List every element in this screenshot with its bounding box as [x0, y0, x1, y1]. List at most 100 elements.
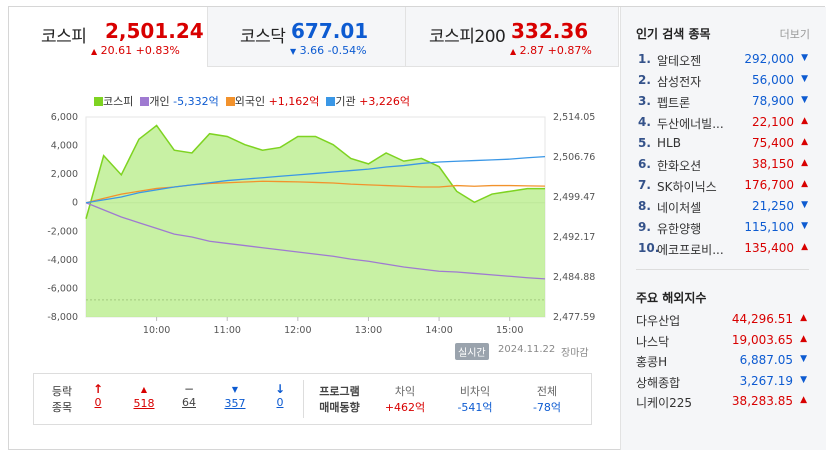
y-left-tick-label: -2,000 [47, 226, 78, 237]
world-title: 주요 해외지수 [636, 291, 707, 305]
popular-item[interactable]: 8. 네이처셀 21,250 ▼ [638, 197, 810, 217]
stock-price: 135,400 [744, 241, 794, 255]
divider [303, 380, 304, 418]
x-tick-label: 10:00 [143, 325, 170, 336]
non-arbitrage: 비차익 -541억 [457, 385, 493, 414]
index-name[interactable]: 나스닥 [636, 334, 670, 349]
rank-number: 2. [638, 73, 651, 87]
lower-limit: ↓ 0 [269, 382, 291, 409]
tab-change: ▲ 2.87 +0.87% [510, 44, 592, 57]
stock-price: 21,250 [752, 199, 794, 213]
tab-kosdaq[interactable]: 코스닥 677.01 ▼ 3.66 -0.54% [208, 7, 406, 67]
popular-item[interactable]: 9. 유한양행 115,100 ▼ [638, 218, 810, 238]
index-value: 3,267.19 [739, 373, 793, 388]
stock-price: 115,100 [744, 220, 794, 234]
down-arrow-icon: ▼ [801, 74, 808, 84]
down-arrow-icon: ▼ [801, 200, 808, 210]
tab-kospi[interactable]: 코스피 2,501.24 ▲ 20.61 +0.83% [9, 7, 208, 67]
index-name[interactable]: 홍콩H [636, 355, 668, 369]
unchanged: −64 [176, 382, 202, 409]
tab-change: ▲ 20.61 +0.83% [91, 44, 180, 57]
rank-number: 7. [638, 178, 651, 192]
tab-kospi200[interactable]: 코스피200 332.36 ▲ 2.87 +0.87% [406, 7, 619, 67]
index-value: 38,283.85 [731, 394, 793, 408]
y-left-tick-label: -8,000 [47, 312, 78, 323]
legend-kospi[interactable]: 코스피 [94, 95, 133, 108]
program-total: 전체 -78억 [532, 385, 562, 414]
market-breadth-panel: 등락 종목 ↑ 0 ▲ 518 −64 ▼ 357 ↓ 0 프로그램 매매동향 차익 +462… [33, 373, 592, 425]
kospi-area [86, 125, 545, 317]
stock-price: 38,150 [752, 157, 794, 171]
index-name[interactable]: 상해종합 [636, 375, 681, 390]
upper-limit-count[interactable]: 0 [94, 396, 102, 409]
rank-number: 3. [638, 94, 651, 108]
y-right-tick-label: 2,514.05 [553, 112, 595, 123]
stock-name[interactable]: 유한양행 [657, 222, 702, 236]
stock-name[interactable]: SK하이닉스 [657, 180, 717, 194]
popular-item[interactable]: 4. 두산에너빌... 22,100 ▲ [638, 113, 810, 133]
tab-value: 2,501.24 [105, 19, 204, 43]
popular-item[interactable]: 1. 알테오젠 292,000 ▼ [638, 50, 810, 70]
up-arrow-icon: ▲ [801, 116, 808, 126]
popular-title: 인기 검색 종목 [636, 27, 711, 41]
side-panel: 인기 검색 종목 더보기 1. 알테오젠 292,000 ▼ 2. 삼성전자 56,000 ▼… [620, 7, 826, 450]
legend-institution[interactable]: 기관 +3,226억 [326, 95, 410, 108]
tab-value: 332.36 [511, 19, 589, 43]
y-right-tick-label: 2,499.47 [553, 192, 595, 203]
y-right-tick-label: 2,492.17 [553, 232, 595, 243]
stock-name[interactable]: 펩트론 [657, 96, 691, 110]
world-index-item[interactable]: 홍콩H 6,887.05 ▼ [636, 352, 809, 372]
up-arrow-icon: ▲ [801, 137, 808, 147]
popular-item[interactable]: 10. 에코프로비... 135,400 ▲ [638, 239, 810, 259]
lower-limit-count[interactable]: 0 [276, 396, 284, 409]
up-arrow-icon: ▲ [801, 179, 808, 189]
realtime-badge: 실시간 [455, 343, 489, 360]
down-arrow-icon: ▼ [231, 385, 239, 394]
world-index-item[interactable]: 상해종합 3,267.19 ▼ [636, 373, 809, 393]
tab-name: 코스닥 [240, 27, 286, 47]
more-link[interactable]: 더보기 [779, 28, 810, 41]
individual-line [85, 202, 546, 280]
world-index-item[interactable]: 나스닥 19,003.65 ▲ [636, 332, 809, 352]
chart-date: 2024.11.22 [498, 344, 556, 355]
institution-line [85, 155, 546, 204]
world-index-item[interactable]: 다우산업 44,296.51 ▲ [636, 311, 809, 331]
popular-item[interactable]: 3. 펩트론 78,900 ▼ [638, 92, 810, 112]
x-tick-label: 12:00 [284, 325, 311, 336]
popular-item[interactable]: 6. 한화오션 38,150 ▲ [638, 155, 810, 175]
lower-limit-icon: ↓ [274, 382, 286, 396]
popular-item[interactable]: 2. 삼성전자 56,000 ▼ [638, 71, 810, 91]
x-tick-label: 15:00 [496, 325, 523, 336]
chart-legend: 코스피 개인 -5,332억 외국인 +1,162억 기관 +3,226억 [94, 93, 410, 109]
stock-name[interactable]: 두산에너빌... [657, 117, 724, 131]
x-tick-label: 14:00 [425, 325, 452, 336]
unchanged-count[interactable]: 64 [182, 396, 196, 409]
up-arrow-icon: ▲ [801, 158, 808, 168]
legend-individual[interactable]: 개인 -5,332억 [140, 95, 219, 108]
popular-item[interactable]: 5. HLB 75,400 ▲ [638, 134, 810, 154]
decliners-count[interactable]: 357 [224, 397, 246, 410]
down-arrow-icon: ▼ [800, 354, 807, 364]
index-value: 19,003.65 [731, 332, 793, 347]
down-arrow-icon: ▼ [801, 53, 808, 63]
rank-number: 5. [638, 136, 651, 150]
y-right-tick-label: 2,477.59 [553, 312, 595, 323]
advancers-count[interactable]: 518 [133, 397, 155, 410]
popular-item[interactable]: 7. SK하이닉스 176,700 ▲ [638, 176, 810, 196]
stock-name[interactable]: 한화오션 [657, 159, 702, 173]
y-left-tick-label: 2,000 [51, 169, 78, 180]
world-index-item[interactable]: 니케이225 38,283.85 ▲ [636, 393, 809, 413]
index-name[interactable]: 니케이225 [636, 396, 693, 410]
market-status: 장마감 [561, 348, 589, 359]
legend-foreign[interactable]: 외국인 +1,162억 [225, 95, 319, 108]
stock-name[interactable]: 알테오젠 [657, 54, 702, 68]
stock-name[interactable]: HLB [657, 136, 681, 150]
down-arrow-icon: ▼ [800, 374, 807, 385]
arbitrage: 차익 +462억 [384, 385, 426, 414]
stock-name[interactable]: 네이처셀 [657, 201, 702, 215]
index-name[interactable]: 다우산업 [636, 314, 681, 328]
stock-name[interactable]: 에코프로비... [657, 243, 724, 257]
x-tick-label: 13:00 [355, 325, 382, 336]
stock-name[interactable]: 삼성전자 [657, 75, 702, 89]
